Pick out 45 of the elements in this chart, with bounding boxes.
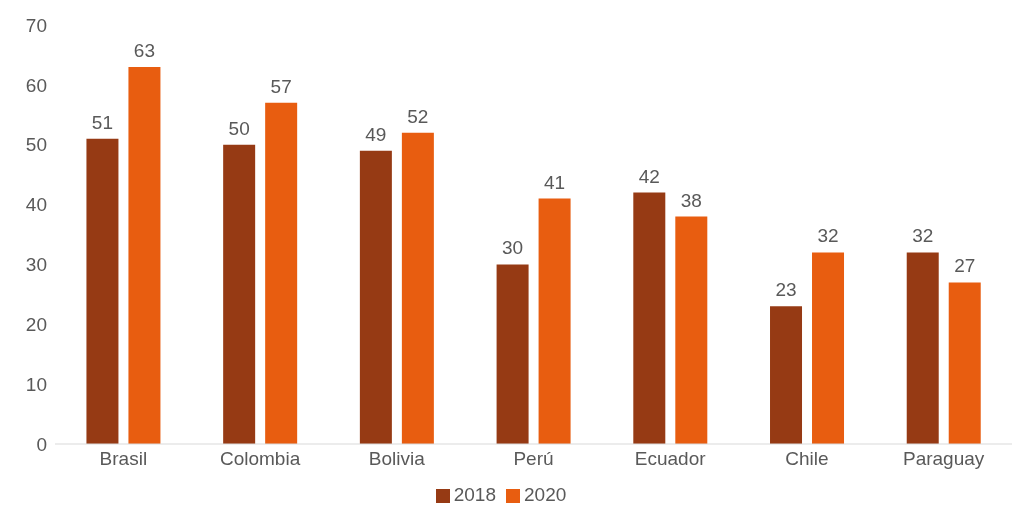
data-label: 63 [133,39,156,61]
x-tick-label: Colombia [219,448,301,470]
bar [770,306,803,444]
data-label: 51 [91,111,114,133]
data-label: 41 [544,171,566,193]
data-label: 30 [502,237,524,259]
x-tick-label: Bolivia [368,448,426,470]
y-tick-label: 70 [25,14,47,36]
bar [812,252,845,444]
y-tick-label: 60 [25,74,47,96]
legend-label: 2018 [453,484,496,505]
y-tick-label: 10 [25,373,47,395]
data-label: 23 [775,279,797,301]
data-label: 52 [407,105,429,127]
data-label: 38 [680,189,702,211]
bar [906,252,939,444]
bar [265,102,298,444]
bar [496,264,529,444]
data-label: 50 [228,117,250,139]
data-label: 42 [638,165,660,187]
data-label: 27 [954,255,976,277]
x-tick-label: Chile [785,448,829,470]
y-tick-label: 30 [25,254,47,276]
legend-label: 2020 [524,484,567,505]
x-tick-label: Perú [513,448,554,470]
y-tick-label: 0 [36,433,47,455]
data-label: 49 [365,123,387,145]
bar [86,138,119,444]
bar [948,282,981,444]
y-tick-label: 40 [25,194,47,216]
x-tick-label: Brasil [99,448,148,470]
y-tick-label: 20 [25,314,47,336]
bar [538,198,571,444]
bar [128,66,161,444]
data-label: 32 [912,225,934,247]
bar [633,192,666,444]
data-label: 57 [270,75,292,97]
bar [223,144,256,444]
bar [675,216,708,444]
x-tick-label: Ecuador [634,448,707,470]
y-tick-label: 50 [25,134,47,156]
x-tick-label: Paraguay [902,448,985,470]
data-label: 32 [817,225,839,247]
bar [359,150,392,444]
bar [401,132,434,444]
